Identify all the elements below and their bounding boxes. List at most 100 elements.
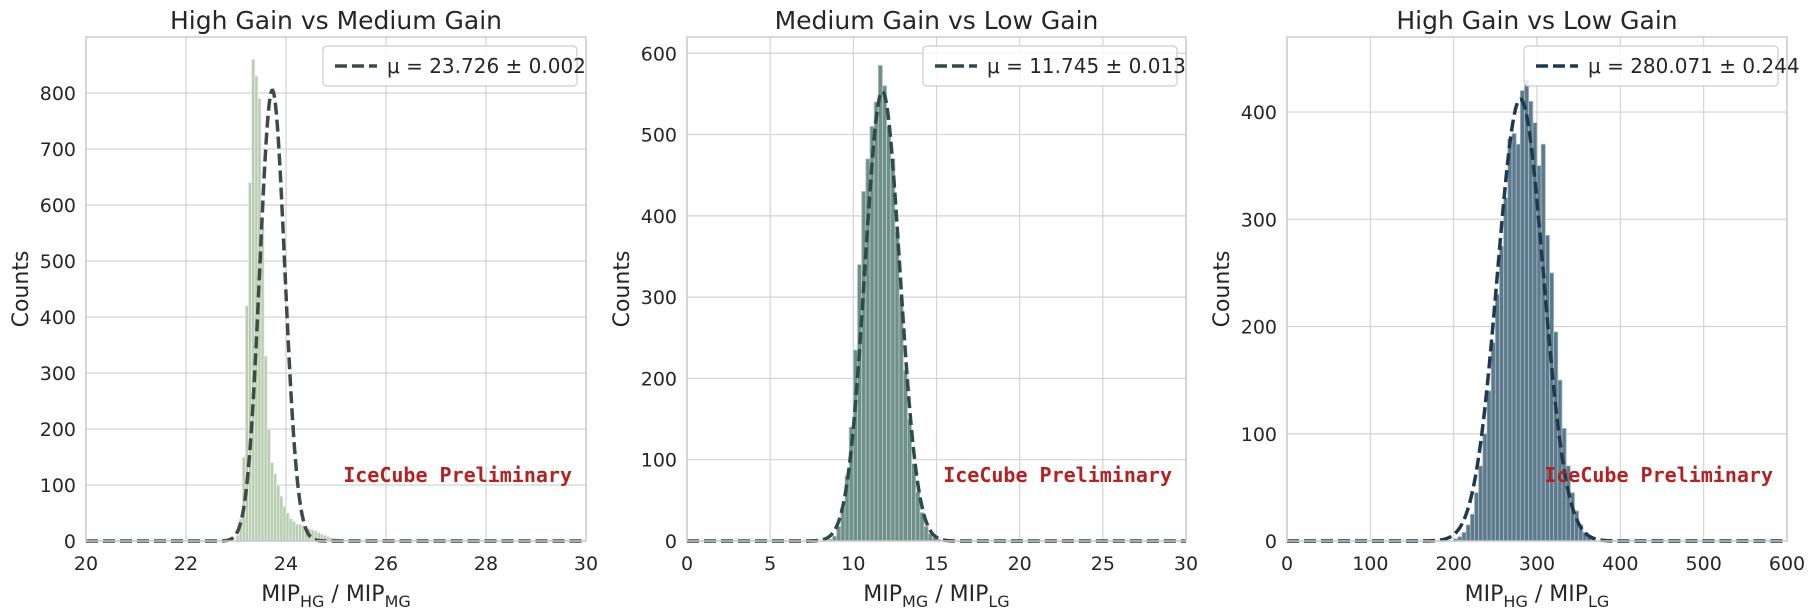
- histogram-bar: [298, 523, 303, 542]
- icecube-preliminary-label: IceCube Preliminary: [1544, 463, 1773, 487]
- legend-box: [922, 45, 1178, 87]
- histogram-bar: [269, 462, 274, 542]
- histogram-bar: [890, 158, 896, 542]
- y-tick-label: 600: [40, 195, 76, 217]
- histogram-bar: [873, 101, 879, 542]
- histogram-bar: [1553, 331, 1559, 542]
- histogram-bar: [1569, 492, 1575, 542]
- y-tick-label: 200: [1241, 317, 1277, 339]
- histogram-bar: [1482, 433, 1488, 542]
- chart-title: High Gain vs Low Gain: [1396, 6, 1677, 35]
- histogram-bar: [235, 535, 240, 542]
- histogram-bar: [251, 59, 256, 542]
- histogram-bar: [1478, 465, 1484, 542]
- y-tick-label: 400: [40, 307, 76, 329]
- x-tick-label: 500: [1686, 553, 1722, 575]
- histogram-bar: [285, 512, 290, 542]
- histogram-bar: [248, 182, 253, 542]
- x-tick-label: 10: [841, 553, 865, 575]
- y-tick-label: 800: [40, 83, 76, 105]
- histogram-bar: [291, 521, 296, 542]
- y-tick-label: 300: [40, 363, 76, 385]
- y-axis-label: Counts: [1210, 251, 1235, 328]
- histogram-bar: [1519, 90, 1525, 542]
- x-tick-label: 0: [1281, 553, 1293, 575]
- y-tick-label: 200: [40, 419, 76, 441]
- x-tick-label: 25: [1091, 553, 1115, 575]
- y-tick-label: 300: [641, 287, 677, 309]
- y-axis-label: Counts: [9, 251, 34, 328]
- histogram-bar: [902, 369, 908, 542]
- legend-entry: μ = 23.726 ± 0.002: [387, 54, 586, 78]
- x-tick-label: 22: [174, 553, 198, 575]
- histogram-bar: [260, 226, 265, 542]
- x-axis-label: MIPHG / MIPMG: [261, 582, 411, 611]
- panel-1: 0 100 200 300 400 500 600 700 800 20 22 24 26 28 30 Hig…: [9, 6, 598, 611]
- y-tick-label: 0: [665, 531, 677, 553]
- legend: μ = 280.071 ± 0.244: [1523, 45, 1800, 87]
- y-tick-label: 400: [641, 206, 677, 228]
- histogram-bar: [294, 523, 299, 542]
- histogram-bar: [1469, 513, 1475, 542]
- x-tick-label: 100: [1352, 553, 1388, 575]
- plot-frame: [85, 36, 587, 542]
- histogram-bar: [840, 508, 846, 542]
- y-tick-label: 0: [1265, 531, 1277, 553]
- legend: μ = 23.726 ± 0.002: [322, 45, 586, 87]
- panel-2: 0 100 200 300 400 500 600 0 5 10 15 20 25 30 Medium Ga…: [610, 6, 1198, 611]
- y-tick-label: 300: [1241, 209, 1277, 231]
- histogram-bar: [1544, 234, 1550, 542]
- y-tick-label: 500: [40, 251, 76, 273]
- panel-3: 0 100 200 300 400 0 100 200 300 400 500 600 High Gai…: [1210, 6, 1805, 611]
- y-tick-label: 100: [40, 475, 76, 497]
- x-tick-label: 30: [1174, 553, 1198, 575]
- y-tick-label: 0: [64, 531, 76, 553]
- y-tick-label: 400: [1241, 102, 1277, 124]
- histogram-bar: [1549, 272, 1555, 542]
- plot-frame: [1286, 36, 1788, 542]
- y-tick-label: 100: [641, 450, 677, 472]
- chart-title: Medium Gain vs Low Gain: [775, 6, 1099, 35]
- histogram-bar: [886, 126, 892, 542]
- x-tick-label: 30: [574, 553, 598, 575]
- histogram-bar: [1474, 492, 1480, 542]
- histogram-bar: [894, 231, 900, 542]
- histogram-bar: [1490, 342, 1496, 542]
- histogram-bar: [1524, 79, 1530, 542]
- plot-frame: [686, 36, 1187, 542]
- histogram-bar: [923, 525, 929, 542]
- histogram: [827, 65, 942, 542]
- histogram-bar: [1461, 532, 1467, 542]
- histogram-bar: [266, 428, 271, 542]
- x-tick-label: 26: [374, 553, 398, 575]
- x-tick-label: 24: [274, 553, 298, 575]
- legend-box: [1523, 45, 1779, 87]
- histogram-bar: [1511, 133, 1517, 542]
- histogram: [235, 59, 346, 542]
- x-tick-label: 5: [764, 553, 776, 575]
- icecube-preliminary-label: IceCube Preliminary: [343, 463, 572, 487]
- x-tick-label: 300: [1519, 553, 1555, 575]
- histogram-bar: [244, 305, 249, 542]
- x-tick-label: 600: [1769, 553, 1805, 575]
- histogram-bar: [1465, 524, 1471, 542]
- histogram-bar: [1486, 390, 1492, 542]
- histogram-bar: [1507, 138, 1513, 542]
- histogram-bar: [1499, 245, 1505, 542]
- legend-entry: μ = 11.745 ± 0.013: [987, 54, 1186, 78]
- y-axis-label: Counts: [610, 251, 635, 328]
- y-tick-label: 700: [40, 139, 76, 161]
- histogram-bar: [1494, 293, 1500, 542]
- chart-title: High Gain vs Medium Gain: [170, 6, 502, 35]
- histogram-bar: [852, 349, 858, 542]
- histogram-bar: [861, 191, 867, 542]
- histogram-bar: [882, 85, 887, 542]
- legend-box: [322, 45, 578, 87]
- y-tick-label: 500: [641, 125, 677, 147]
- histogram-bar: [877, 65, 883, 542]
- histogram-bar: [273, 473, 278, 542]
- x-tick-label: 0: [681, 553, 693, 575]
- y-tick-label: 600: [641, 43, 677, 65]
- legend-entry: μ = 280.071 ± 0.244: [1588, 54, 1800, 78]
